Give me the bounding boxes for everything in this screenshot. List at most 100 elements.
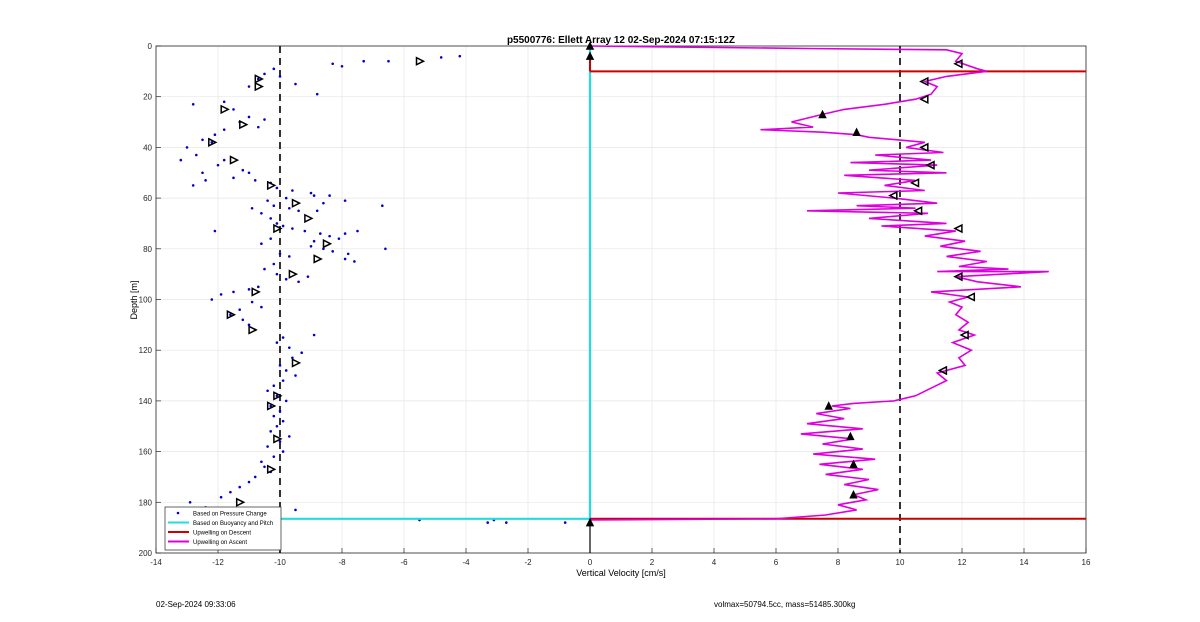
pressure-change-point bbox=[331, 62, 335, 66]
triangle-right-marker bbox=[273, 391, 283, 401]
pressure-change-point bbox=[331, 250, 335, 253]
triangle-right-marker bbox=[322, 239, 333, 249]
pressure-change-point bbox=[188, 501, 192, 504]
triangle-right-marker bbox=[313, 254, 323, 264]
y-axis-ticks: 0 20 40 60 80 100 120 140 160 180 200 bbox=[139, 42, 161, 558]
triangle-left-marker bbox=[953, 223, 963, 234]
pressure-change-point bbox=[272, 262, 276, 266]
pressure-change-point bbox=[284, 369, 288, 372]
triangle-left-marker bbox=[912, 206, 923, 216]
pressure-change-point bbox=[309, 191, 313, 195]
pressure-change-point bbox=[253, 179, 257, 182]
x-tick-label: -4 bbox=[462, 558, 470, 567]
x-tick-label: -10 bbox=[274, 558, 286, 567]
legend-label: Upwelling on Descent bbox=[193, 530, 251, 536]
pressure-change-point bbox=[297, 209, 300, 213]
x-tick-label: 12 bbox=[958, 558, 967, 567]
triangle-up-marker bbox=[849, 490, 858, 499]
pressure-change-point bbox=[257, 77, 260, 81]
pressure-change-point bbox=[257, 285, 260, 289]
pressure-change-point bbox=[319, 232, 322, 235]
pressure-change-point bbox=[222, 158, 226, 162]
pressure-change-point bbox=[260, 460, 263, 464]
triangle-up-marker bbox=[852, 127, 861, 136]
pressure-change-point bbox=[263, 72, 266, 76]
y-tick-label: 200 bbox=[139, 549, 153, 558]
pressure-change-point bbox=[272, 204, 276, 208]
pressure-change-point bbox=[216, 163, 220, 167]
pressure-change-point bbox=[269, 217, 273, 220]
triangle-right-marker bbox=[208, 137, 218, 148]
y-tick-label: 60 bbox=[143, 194, 152, 203]
x-tick-label: 4 bbox=[712, 558, 717, 567]
triangle-up-marker bbox=[824, 401, 833, 410]
triangle-left-marker bbox=[953, 271, 963, 282]
pressure-change-point bbox=[275, 394, 279, 398]
pressure-change-point bbox=[288, 435, 291, 438]
pressure-change-point bbox=[300, 351, 304, 355]
pressure-change-point bbox=[241, 168, 245, 172]
pressure-change-point bbox=[315, 209, 319, 213]
pressure-change-point bbox=[303, 229, 307, 233]
pressure-change-point bbox=[275, 424, 279, 428]
pressure-change-point bbox=[297, 280, 300, 284]
triangle-right-marker bbox=[291, 358, 302, 368]
pressure-change-point bbox=[241, 318, 245, 322]
triangle-right-marker bbox=[266, 464, 277, 475]
pressure-change-point bbox=[260, 212, 263, 215]
x-tick-label: -8 bbox=[338, 558, 346, 567]
pressure-change-point bbox=[232, 176, 235, 180]
pressure-change-point bbox=[229, 490, 232, 494]
triangle-right-marker bbox=[251, 287, 261, 297]
triangle-up-marker bbox=[585, 41, 595, 50]
pressure-change-point bbox=[281, 419, 285, 423]
x-tick-label: 0 bbox=[588, 558, 593, 567]
legend-box bbox=[164, 506, 282, 551]
triangle-right-marker bbox=[273, 434, 283, 444]
x-tick-label: 14 bbox=[1020, 558, 1029, 567]
pressure-change-point bbox=[185, 146, 189, 149]
pressure-change-point bbox=[263, 118, 266, 121]
x-tick-label: 10 bbox=[896, 558, 905, 567]
pressure-change-point bbox=[272, 455, 276, 458]
pressure-change-point bbox=[232, 290, 235, 294]
triangle-right-marker bbox=[226, 309, 237, 320]
triangle-up-marker bbox=[585, 517, 595, 527]
pressure-change-point bbox=[312, 194, 316, 197]
pressure-change-point bbox=[179, 158, 183, 162]
pressure-change-point bbox=[201, 138, 204, 142]
pressure-change-point bbox=[260, 305, 263, 309]
pressure-change-point bbox=[346, 252, 350, 256]
pressure-change-point bbox=[263, 267, 266, 271]
triangle-right-marker bbox=[239, 119, 249, 130]
x-tick-label: -14 bbox=[150, 558, 162, 567]
pressure-change-point bbox=[247, 171, 251, 175]
y-tick-label: 0 bbox=[148, 42, 153, 51]
pressure-change-point bbox=[238, 308, 241, 311]
triangle-left-marker bbox=[953, 59, 963, 69]
pressure-change-point bbox=[312, 333, 316, 337]
x-tick-label: -12 bbox=[212, 558, 224, 567]
pressure-change-point bbox=[281, 450, 285, 453]
series-layer bbox=[168, 45, 1086, 526]
pressure-change-point bbox=[253, 475, 257, 479]
ascent-upwelling-line bbox=[589, 45, 1049, 526]
pressure-change-point bbox=[191, 103, 195, 106]
triangle-right-marker bbox=[235, 497, 246, 508]
pressure-change-point bbox=[275, 341, 279, 344]
pressure-change-point bbox=[232, 108, 235, 111]
triangle-right-marker bbox=[291, 198, 302, 208]
pressure-change-point bbox=[250, 206, 254, 210]
pressure-change-point bbox=[284, 277, 288, 281]
triangle-left-marker bbox=[919, 76, 929, 87]
pressure-change-point bbox=[257, 125, 260, 129]
x-axis-label: Vertical Velocity [cm/s] bbox=[576, 568, 666, 578]
triangle-left-marker bbox=[965, 292, 976, 302]
pressure-change-point bbox=[201, 171, 204, 175]
pressure-change-point bbox=[238, 485, 241, 489]
pressure-change-point bbox=[195, 153, 198, 157]
triangle-right-marker bbox=[266, 401, 277, 411]
pressure-change-point bbox=[337, 237, 341, 240]
x-tick-label: -2 bbox=[524, 558, 532, 567]
